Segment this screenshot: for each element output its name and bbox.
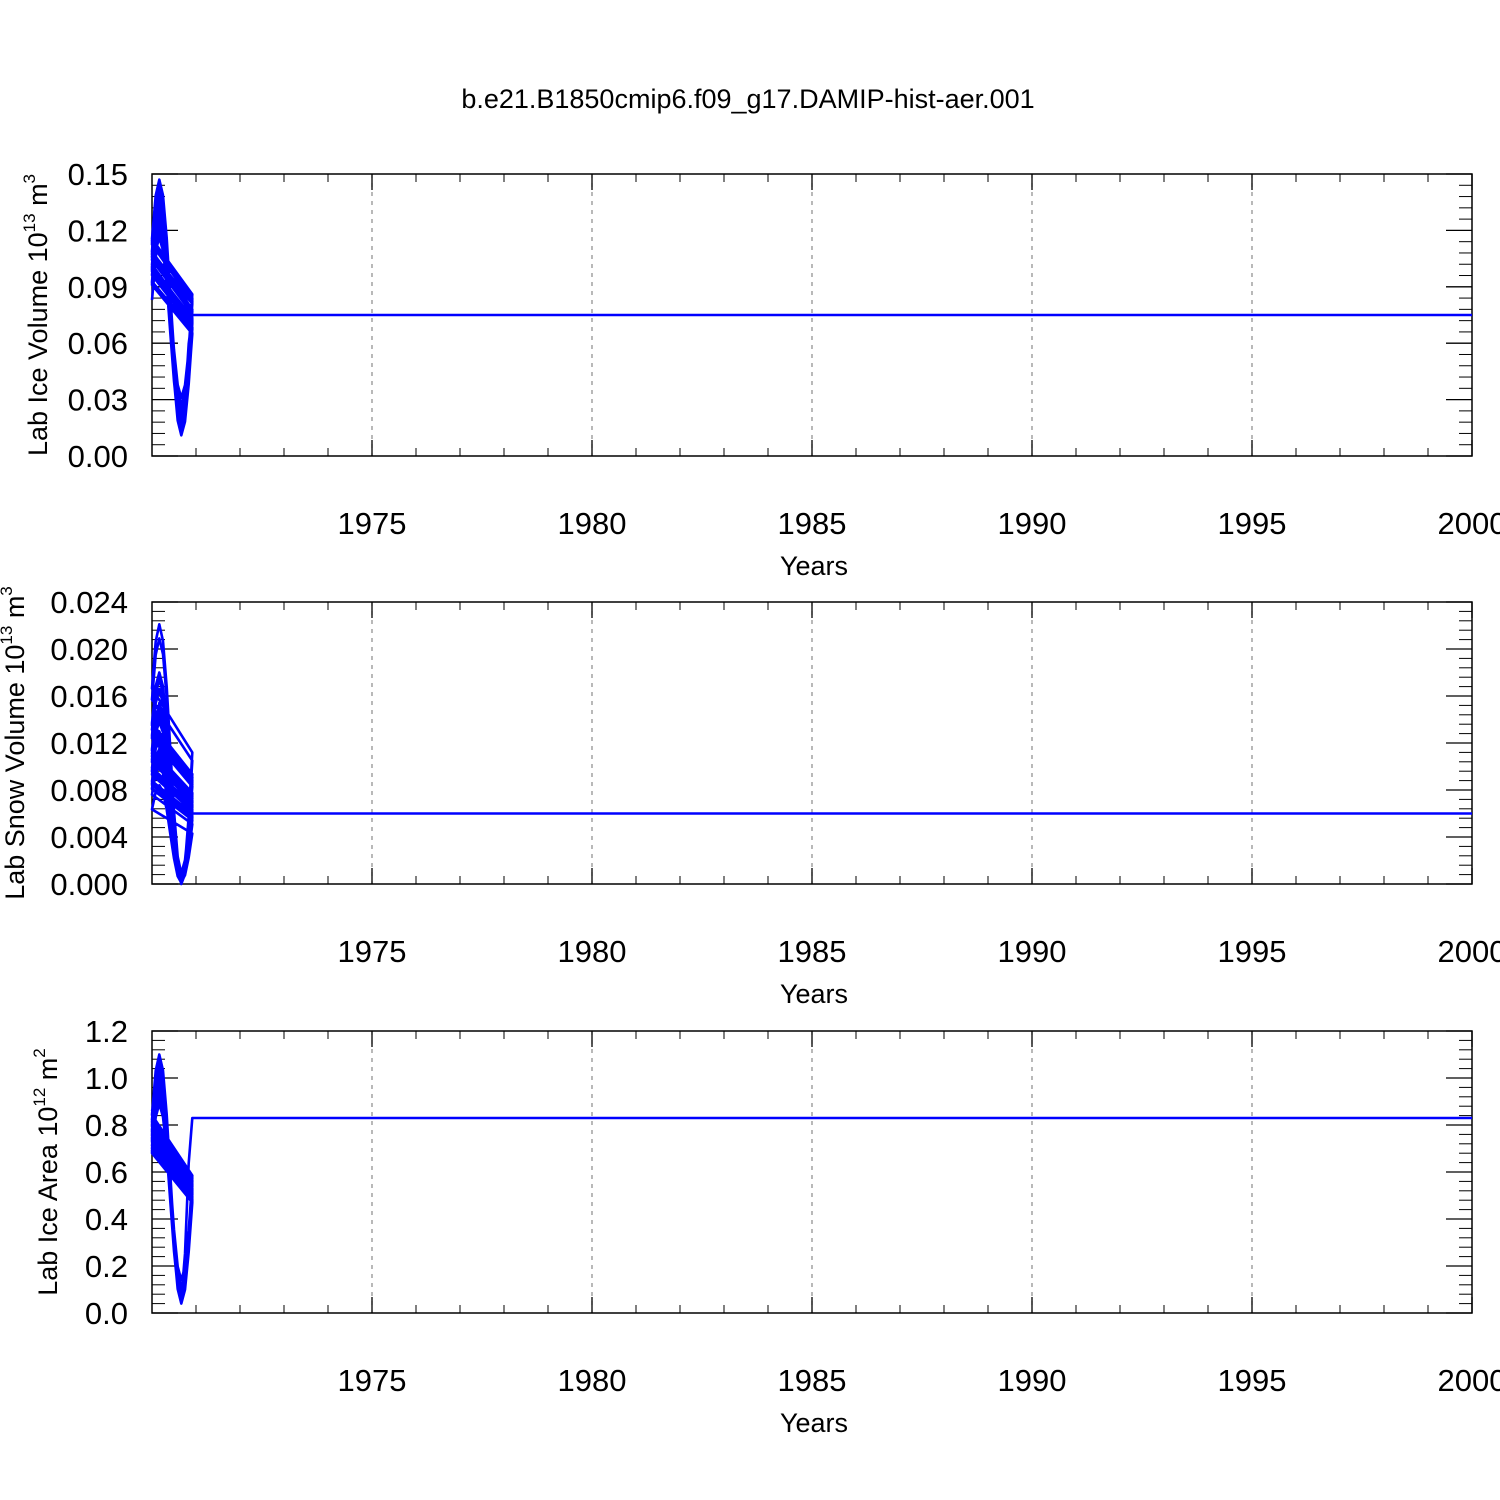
series-line	[150, 178, 1472, 437]
y-axis-title-text: Lab Snow Volume 10	[0, 645, 30, 900]
y-tick-label: 0.4	[85, 1202, 128, 1237]
panel-3: 1975 1980 1985 1990 1995 2000 0.0 0.2 0.4 0.6 0.8 1…	[30, 1014, 1500, 1438]
y-axis-title-text: Lab Ice Volume 10	[23, 232, 53, 456]
y-tick-label: 0.00	[68, 439, 128, 474]
x-axis-title: Years	[780, 551, 848, 581]
y-axis-title-text: Lab Ice Area 10	[33, 1107, 63, 1296]
x-tick-label: 1995	[1218, 934, 1287, 969]
plot-frame	[151, 601, 1473, 885]
y-axis-title-unit-exponent: 2	[30, 1048, 49, 1057]
y-axis-title: Lab Ice Area 1012 m2	[30, 1048, 63, 1296]
panel-2: 1975 1980 1985 1990 1995 2000 0.000 0.004 0.008 0…	[0, 585, 1500, 1009]
x-tick-label: 1995	[1218, 1363, 1287, 1398]
x-tick-label: 2000	[1438, 934, 1500, 969]
y-tick-label: 0.09	[68, 270, 128, 305]
y-axis-title: Lab Ice Volume 1013 m3	[20, 174, 53, 456]
panels: 1975 1980 1985 1990 1995 20000.000.030.060.09…	[0, 157, 1500, 1438]
x-tick-label: 1985	[778, 934, 847, 969]
y-axis-title: Lab Snow Volume 1013 m3	[0, 586, 30, 900]
y-axis-title-exponent: 12	[30, 1088, 49, 1107]
plot-frame	[151, 1030, 1473, 1314]
y-axis-title-unit-exponent: 3	[0, 586, 16, 595]
x-tick-label: 2000	[1438, 506, 1500, 541]
y-tick-label: 0.024	[50, 585, 128, 620]
x-axis-title: Years	[780, 1408, 848, 1438]
x-tick-label: 1975	[338, 934, 407, 969]
y-tick-label: 0.000	[50, 867, 128, 902]
y-axis-title-unit: m	[23, 183, 53, 213]
x-tick-label: 1990	[998, 1363, 1067, 1398]
y-tick-label: 0.15	[68, 157, 128, 192]
y-tick-label: 0.6	[85, 1155, 128, 1190]
x-axis-title: Years	[780, 979, 848, 1009]
y-tick-label: 0.016	[50, 679, 128, 714]
x-tick-label: 1980	[558, 1363, 627, 1398]
series-line	[150, 623, 1472, 886]
x-tick-label: 2000	[1438, 1363, 1500, 1398]
y-tick-label: 1.2	[85, 1014, 128, 1049]
y-axis-title-unit: m	[0, 596, 30, 626]
y-tick-label: 0.12	[68, 213, 128, 248]
y-axis-title-unit: m	[33, 1058, 63, 1088]
y-tick-label: 0.0	[85, 1296, 128, 1331]
y-tick-label: 0.03	[68, 383, 128, 418]
panel-1: 1975 1980 1985 1990 1995 2000 0.00 0.03 0.06 0.09…	[20, 157, 1500, 581]
x-tick-label: 1990	[998, 506, 1067, 541]
x-tick-label: 1985	[778, 1363, 847, 1398]
y-tick-label: 0.2	[85, 1249, 128, 1284]
x-tick-label: 1975	[338, 1363, 407, 1398]
y-tick-label: 0.020	[50, 632, 128, 667]
y-tick-label: 0.008	[50, 773, 128, 808]
y-tick-label: 0.06	[68, 326, 128, 361]
series-line	[150, 1053, 1472, 1305]
y-tick-label: 0.004	[50, 820, 128, 855]
y-tick-label: 0.8	[85, 1108, 128, 1143]
x-tick-label: 1985	[778, 506, 847, 541]
y-axis-title-unit-exponent: 3	[20, 174, 39, 183]
y-tick-label: 1.0	[85, 1061, 128, 1096]
x-tick-label: 1975	[338, 506, 407, 541]
x-tick-label: 1995	[1218, 506, 1287, 541]
y-axis-title-exponent: 13	[20, 213, 39, 232]
x-tick-label: 1980	[558, 506, 627, 541]
x-tick-label: 1990	[998, 934, 1067, 969]
figure-title: b.e21.B1850cmip6.f09_g17.DAMIP-hist-aer.…	[461, 84, 1034, 114]
y-tick-label: 0.012	[50, 726, 128, 761]
y-axis-title-exponent: 13	[0, 626, 16, 645]
x-tick-label: 1980	[558, 934, 627, 969]
